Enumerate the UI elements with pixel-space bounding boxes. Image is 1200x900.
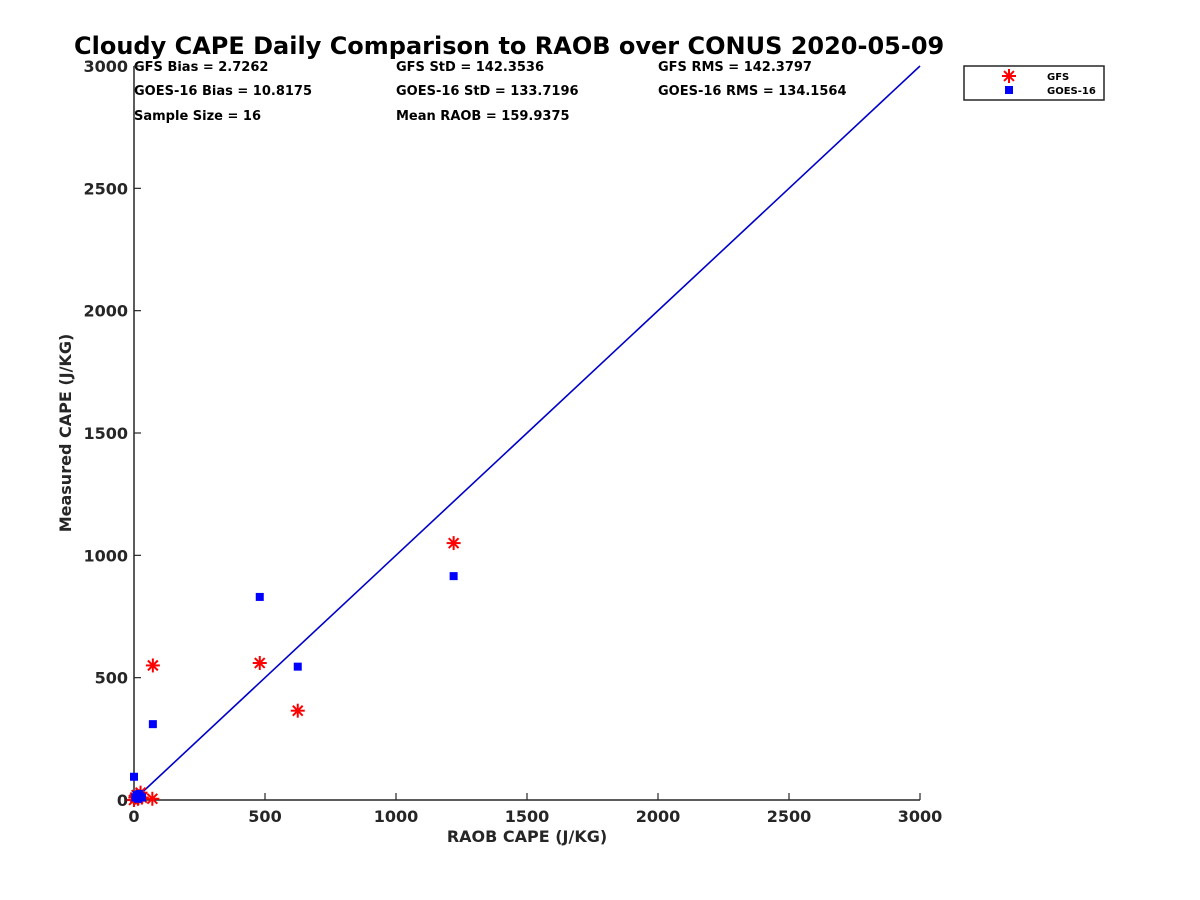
legend-marker	[1005, 86, 1013, 94]
x-axis-label: RAOB CAPE (J/KG)	[447, 827, 607, 846]
gfs-point	[145, 791, 160, 806]
goes-16-point	[148, 720, 157, 729]
y-tick-label: 2500	[83, 179, 128, 198]
y-tick-label: 500	[95, 669, 128, 688]
stat-text: GOES-16 RMS = 134.1564	[658, 84, 847, 99]
y-tick-label: 2000	[83, 302, 128, 321]
x-tick-label: 1000	[374, 807, 419, 826]
legend-label: GFS	[1047, 72, 1069, 83]
y-axis-label: Measured CAPE (J/KG)	[56, 334, 75, 533]
gfs-point	[145, 658, 160, 673]
legend-label: GOES-16	[1047, 86, 1096, 97]
goes-16-point	[255, 592, 264, 601]
stat-text: GOES-16 Bias = 10.8175	[134, 84, 312, 99]
goes-16-point	[137, 793, 146, 802]
one-to-one-line	[133, 65, 921, 801]
x-tick-label: 2000	[636, 807, 681, 826]
legend: GFS GOES-16	[963, 65, 1105, 101]
legend-box	[963, 65, 1105, 101]
goes-16-point	[293, 662, 302, 671]
chart-title: Cloudy CAPE Daily Comparison to RAOB ove…	[74, 32, 944, 60]
y-tick-label: 3000	[83, 57, 128, 76]
stat-text: Mean RAOB = 159.9375	[396, 109, 570, 124]
y-tick-label: 1500	[83, 424, 128, 443]
data-points	[127, 536, 461, 807]
x-tick-label: 3000	[898, 807, 943, 826]
x-tick-label: 500	[248, 807, 281, 826]
stat-text: GOES-16 StD = 133.7196	[396, 84, 579, 99]
x-tick-label: 1500	[505, 807, 550, 826]
stat-text: GFS Bias = 2.7262	[134, 60, 268, 75]
goes-16-point	[449, 572, 458, 581]
goes-16-point	[130, 772, 138, 781]
stat-text: Sample Size = 16	[134, 109, 261, 124]
gfs-point	[252, 655, 267, 670]
gfs-point	[446, 536, 461, 551]
gfs-point	[290, 703, 305, 718]
axis-ticks: 0 500 1000 1500 2000 2500 3000 0 500 1000 1500 2000…	[83, 57, 942, 826]
y-tick-label: 0	[117, 791, 128, 810]
stats-panel: GFS Bias = 2.7262 GFS StD = 142.3536 GFS R…	[134, 60, 847, 124]
stat-text: GFS StD = 142.3536	[396, 60, 544, 75]
y-tick-label: 1000	[83, 546, 128, 565]
stat-text: GFS RMS = 142.3797	[658, 60, 812, 75]
x-tick-label: 2500	[767, 807, 812, 826]
legend-marker	[1002, 69, 1016, 83]
x-tick-label: 0	[128, 807, 139, 826]
